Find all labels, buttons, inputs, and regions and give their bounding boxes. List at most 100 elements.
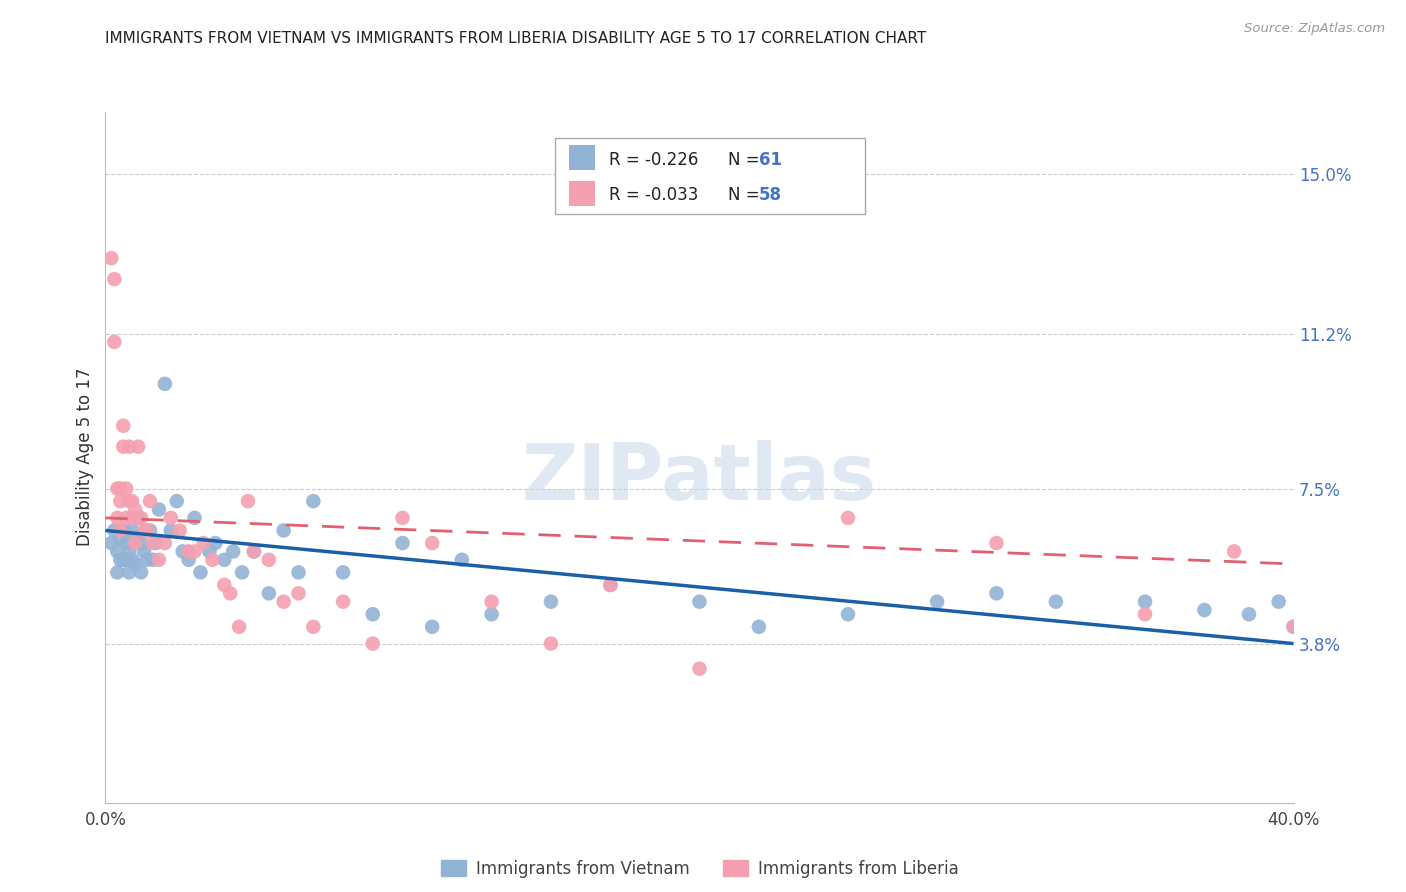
Point xyxy=(110,482,132,496)
Point xyxy=(110,524,132,538)
Point xyxy=(110,494,132,508)
Point xyxy=(177,553,200,567)
Point xyxy=(115,482,138,496)
Point xyxy=(214,578,236,592)
Point xyxy=(1341,607,1364,622)
Point xyxy=(689,595,711,609)
Point xyxy=(361,637,384,651)
Point xyxy=(287,586,309,600)
Point xyxy=(129,511,152,525)
Point xyxy=(118,440,141,454)
Point xyxy=(243,544,266,558)
Point xyxy=(599,578,621,592)
Point xyxy=(193,536,215,550)
Point xyxy=(198,544,221,558)
Point xyxy=(273,595,295,609)
Point xyxy=(136,524,159,538)
Point xyxy=(124,536,146,550)
Point xyxy=(222,544,245,558)
Point xyxy=(129,566,152,580)
Point xyxy=(302,620,325,634)
Point xyxy=(105,482,128,496)
Point xyxy=(112,440,135,454)
Point xyxy=(132,544,155,558)
Point xyxy=(100,251,122,265)
Point xyxy=(231,566,253,580)
Point xyxy=(110,553,132,567)
Point xyxy=(1194,603,1216,617)
Point xyxy=(121,494,143,508)
Point xyxy=(287,566,309,580)
Point xyxy=(236,494,259,508)
Point xyxy=(837,511,859,525)
Point xyxy=(1282,620,1305,634)
Text: IMMIGRANTS FROM VIETNAM VS IMMIGRANTS FROM LIBERIA DISABILITY AGE 5 TO 17 CORREL: IMMIGRANTS FROM VIETNAM VS IMMIGRANTS FR… xyxy=(105,31,927,46)
Point xyxy=(121,524,143,538)
Point xyxy=(115,511,138,525)
Point xyxy=(105,544,128,558)
Point xyxy=(148,553,170,567)
Point xyxy=(257,586,280,600)
Point xyxy=(391,536,413,550)
Point xyxy=(420,620,443,634)
Point xyxy=(103,524,125,538)
Text: Source: ZipAtlas.com: Source: ZipAtlas.com xyxy=(1244,22,1385,36)
Point xyxy=(302,494,325,508)
Point xyxy=(153,376,176,391)
Point xyxy=(190,566,212,580)
Point xyxy=(118,566,141,580)
Point xyxy=(1223,544,1246,558)
Point xyxy=(166,494,188,508)
Point xyxy=(169,524,191,538)
Text: ZIPatlas: ZIPatlas xyxy=(522,440,877,516)
Point xyxy=(1133,607,1156,622)
Point xyxy=(361,607,384,622)
Point xyxy=(172,544,194,558)
Text: 58: 58 xyxy=(759,186,782,204)
Point xyxy=(148,502,170,516)
Point xyxy=(689,662,711,676)
Point xyxy=(129,536,152,550)
Point xyxy=(273,524,295,538)
Point xyxy=(201,553,224,567)
Point xyxy=(837,607,859,622)
Point xyxy=(136,553,159,567)
Point xyxy=(132,524,155,538)
Point xyxy=(257,553,280,567)
Point xyxy=(139,524,162,538)
Point xyxy=(450,553,472,567)
Point xyxy=(1133,595,1156,609)
Point xyxy=(153,536,176,550)
Point xyxy=(112,524,135,538)
Point xyxy=(112,418,135,433)
Point xyxy=(391,511,413,525)
Point xyxy=(121,511,143,525)
Text: N =: N = xyxy=(728,186,765,204)
Point xyxy=(332,595,354,609)
Point xyxy=(124,502,146,516)
Point xyxy=(103,272,125,286)
Point xyxy=(112,553,135,567)
Point xyxy=(420,536,443,550)
Point xyxy=(118,494,141,508)
Y-axis label: Disability Age 5 to 17: Disability Age 5 to 17 xyxy=(76,368,94,547)
Point xyxy=(127,440,149,454)
Text: N =: N = xyxy=(728,151,765,169)
Point xyxy=(332,566,354,580)
Point xyxy=(142,553,165,567)
Point xyxy=(115,536,138,550)
Point xyxy=(124,557,146,571)
Text: 61: 61 xyxy=(759,151,782,169)
Point xyxy=(103,334,125,349)
Point xyxy=(127,511,149,525)
Point xyxy=(183,511,205,525)
Point xyxy=(159,524,181,538)
Point xyxy=(1237,607,1260,622)
Point xyxy=(110,532,132,546)
Point xyxy=(540,595,562,609)
Point xyxy=(142,536,165,550)
Point xyxy=(219,586,242,600)
Point xyxy=(927,595,949,609)
Point xyxy=(986,586,1008,600)
Point xyxy=(177,544,200,558)
